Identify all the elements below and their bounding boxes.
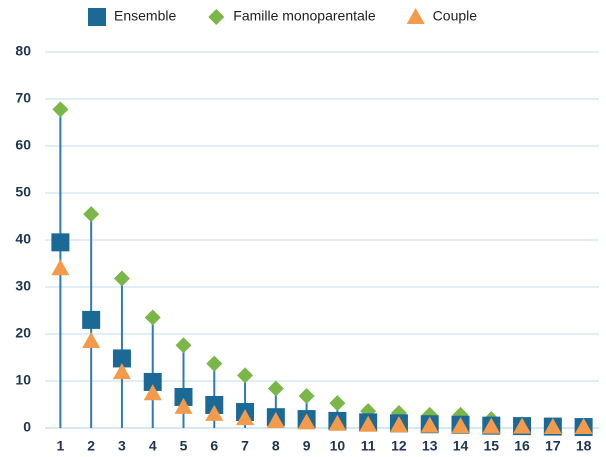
marker-triangle xyxy=(406,8,425,24)
marker-diamond xyxy=(83,206,100,223)
x-tick-label: 15 xyxy=(483,438,499,454)
marker-square xyxy=(112,349,131,368)
y-tick-label: 80 xyxy=(15,43,31,59)
marker-triangle xyxy=(543,418,562,435)
marker-diamond xyxy=(52,101,69,118)
marker-triangle xyxy=(482,417,501,434)
marker-triangle xyxy=(389,416,408,433)
marker-diamond xyxy=(113,270,130,287)
marker-diamond xyxy=(206,355,223,372)
x-tick-label: 16 xyxy=(514,438,530,454)
marker-triangle xyxy=(174,397,193,414)
y-tick-label: 50 xyxy=(15,184,31,200)
legend-label: Ensemble xyxy=(114,8,176,24)
marker-triangle xyxy=(420,416,439,433)
marker-square xyxy=(174,387,193,406)
x-tick-label: 12 xyxy=(391,438,407,454)
marker-diamond xyxy=(298,388,315,405)
x-tick-label: 6 xyxy=(210,438,218,454)
x-tick-label: 8 xyxy=(272,438,280,454)
marker-triangle xyxy=(112,363,131,380)
marker-triangle xyxy=(574,418,593,435)
marker-diamond xyxy=(208,9,225,25)
marker-triangle xyxy=(143,384,162,401)
legend-label: Famille monoparentale xyxy=(233,8,376,24)
x-tick-label: 14 xyxy=(453,438,469,454)
marker-triangle xyxy=(82,332,101,349)
marker-diamond xyxy=(329,395,346,412)
x-tick-label: 18 xyxy=(576,438,592,454)
x-tick-label: 13 xyxy=(422,438,438,454)
marker-diamond xyxy=(144,309,161,326)
marker-triangle xyxy=(513,417,532,434)
marker-triangle xyxy=(359,415,378,432)
marker-square xyxy=(88,8,106,26)
marker-triangle xyxy=(451,417,470,434)
x-tick-label: 3 xyxy=(118,438,126,454)
marker-triangle xyxy=(328,414,347,431)
y-tick-label: 30 xyxy=(15,278,31,294)
marker-square xyxy=(82,310,101,329)
marker-square xyxy=(143,372,162,391)
y-tick-label: 70 xyxy=(15,90,31,106)
marker-triangle xyxy=(297,413,316,430)
x-tick-label: 2 xyxy=(87,438,95,454)
y-tick-label: 10 xyxy=(15,372,31,388)
marker-diamond xyxy=(237,367,254,384)
marker-triangle xyxy=(266,411,285,428)
x-tick-label: 7 xyxy=(241,438,249,454)
x-tick-label: 4 xyxy=(149,438,157,454)
y-tick-label: 40 xyxy=(15,231,31,247)
marker-square xyxy=(51,233,70,252)
legend-label: Couple xyxy=(433,8,478,24)
marker-triangle xyxy=(236,409,255,426)
x-tick-label: 9 xyxy=(303,438,311,454)
x-tick-label: 11 xyxy=(361,438,376,454)
marker-triangle xyxy=(51,259,70,276)
x-tick-label: 1 xyxy=(56,438,64,454)
y-tick-label: 60 xyxy=(15,137,31,153)
x-tick-label: 10 xyxy=(330,438,346,454)
marker-diamond xyxy=(175,337,192,354)
y-tick-label: 20 xyxy=(15,325,31,341)
marker-diamond xyxy=(267,380,284,397)
y-tick-label: 0 xyxy=(23,419,31,435)
x-tick-label: 17 xyxy=(545,438,561,454)
x-tick-label: 5 xyxy=(180,438,188,454)
marker-triangle xyxy=(205,404,224,421)
